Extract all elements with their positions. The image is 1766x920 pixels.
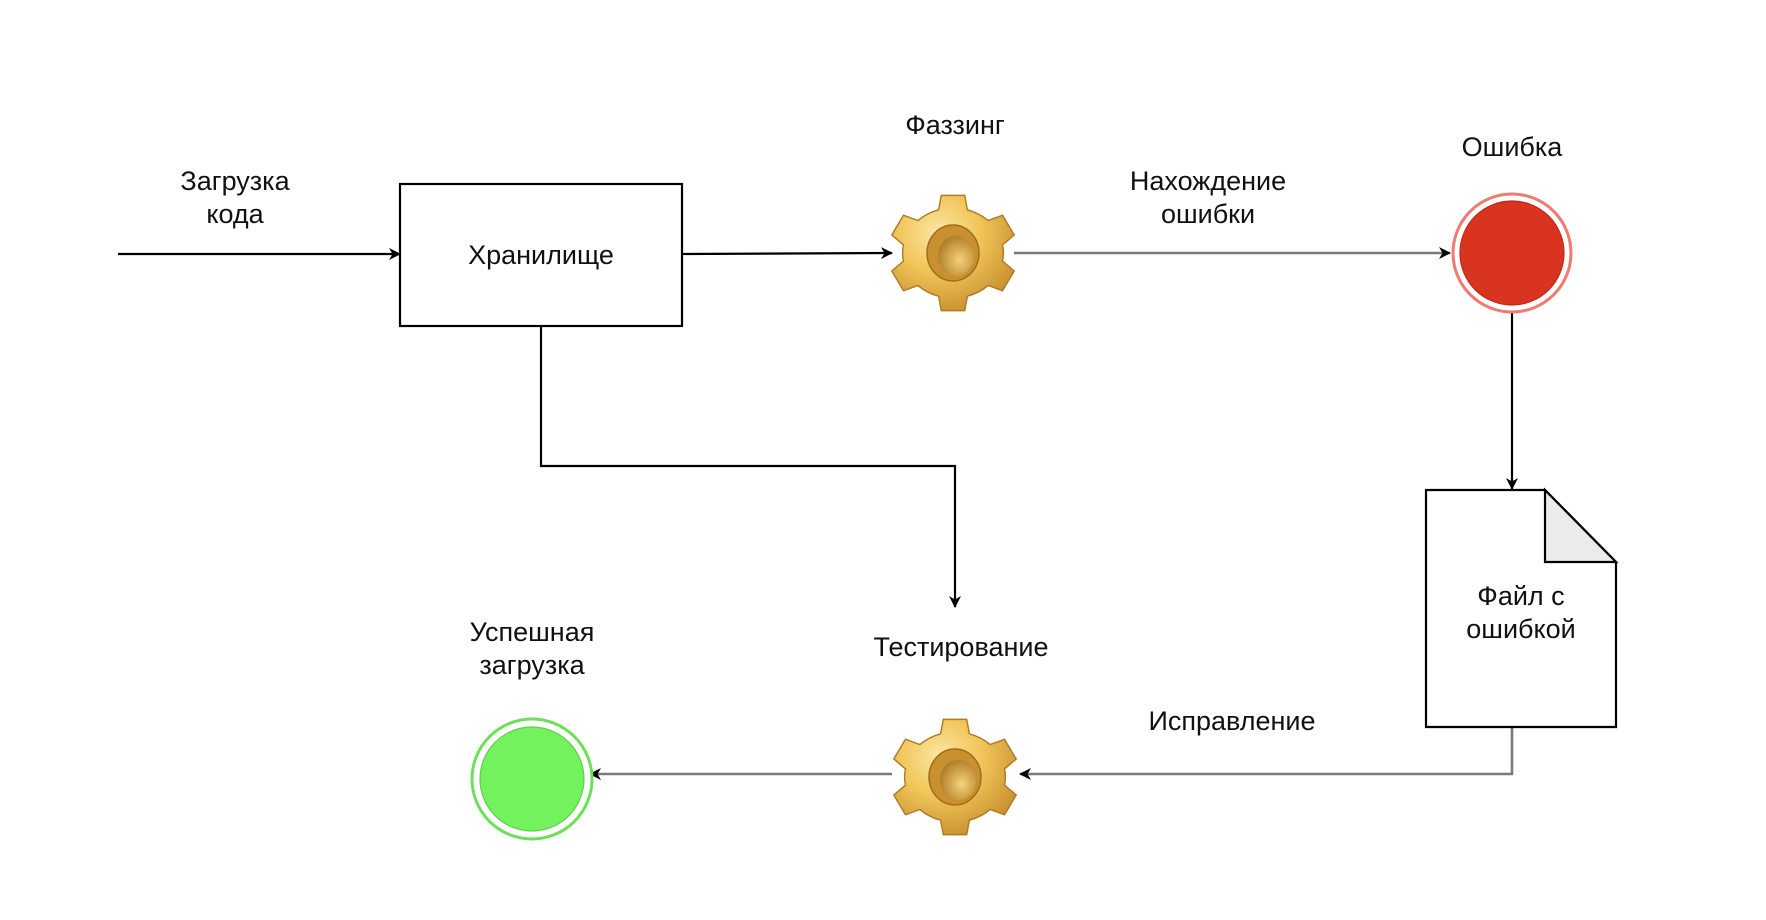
testing-gear-icon[interactable] [892,718,1018,836]
fuzzing-gear-icon[interactable] [890,194,1016,312]
finding-label-line2: ошибки [1161,199,1255,229]
storage-box[interactable] [398,182,684,328]
error-file-document[interactable] [1424,487,1619,729]
edge-file-to-testing [1019,727,1514,780]
success-label-line1: Успешная [470,617,595,647]
error-label: Ошибка [1462,132,1564,162]
success-label-line2: загрузка [479,650,585,680]
upload-label-line2: кода [206,199,264,229]
file-label-line2: ошибкой [1466,614,1575,644]
file-label-line1: Файл с [1477,581,1564,611]
success-end-event[interactable] [470,717,594,841]
edge-storage-to-testing [539,326,961,608]
storage-label: Хранилище [468,240,614,270]
error-end-event[interactable] [1451,192,1573,314]
fix-label: Исправление [1148,706,1315,736]
upload-label-line1: Загрузка [180,166,290,196]
edge-storage-to-fuzzing [681,247,893,260]
testing-label: Тестирование [873,632,1048,662]
finding-label-line1: Нахождение [1130,166,1286,196]
fuzzing-label: Фаззинг [905,110,1005,140]
